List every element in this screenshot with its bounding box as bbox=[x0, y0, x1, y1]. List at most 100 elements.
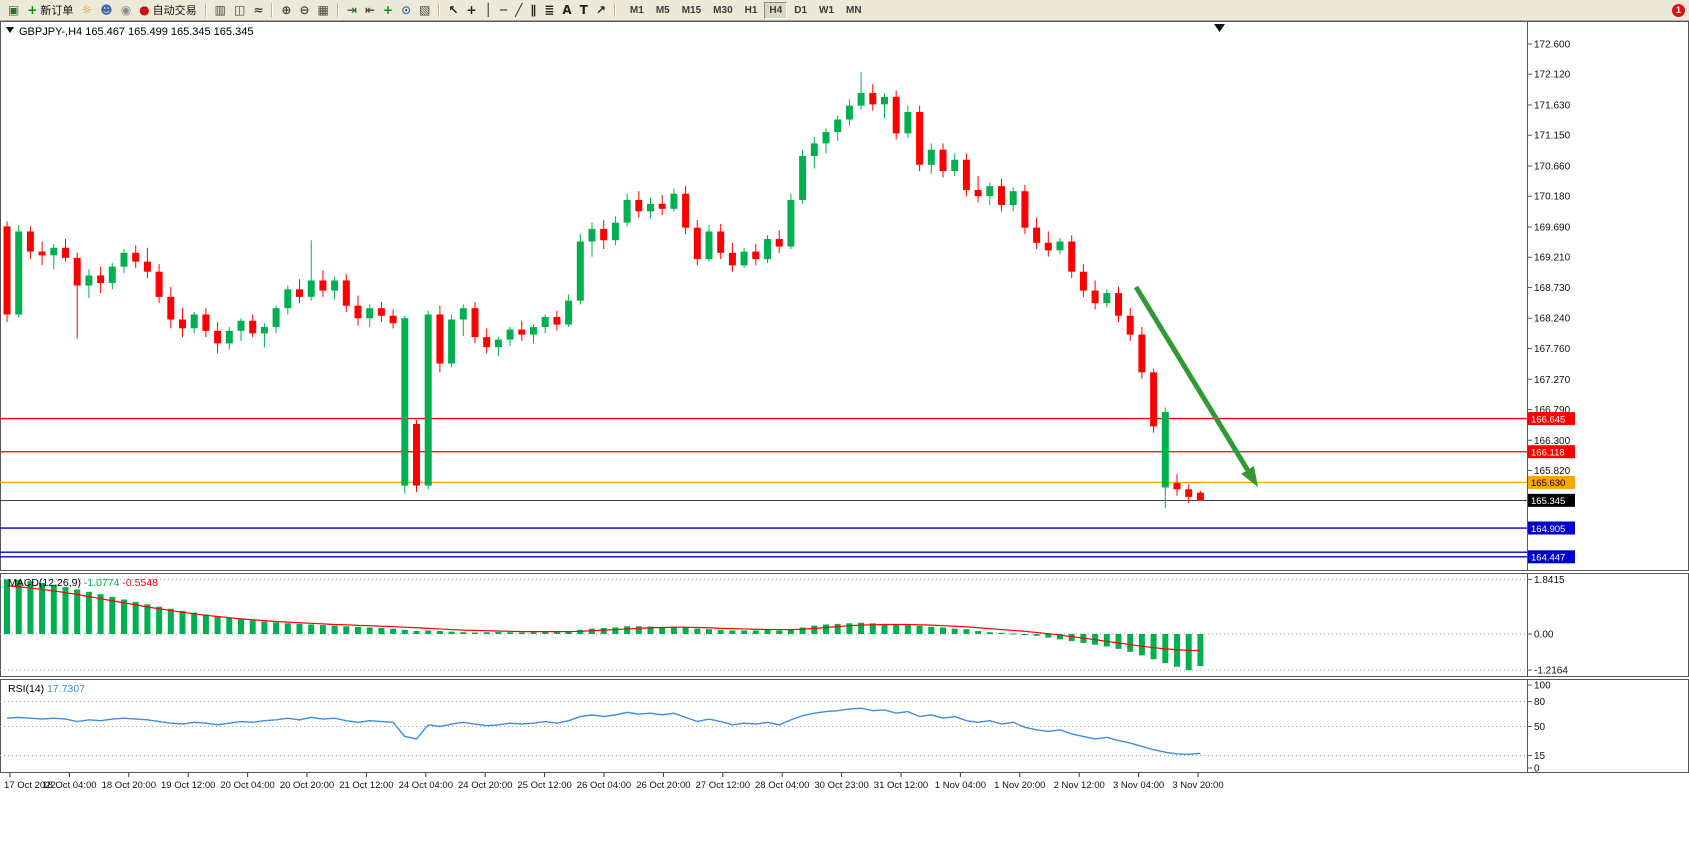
timeframe-w1-button[interactable]: W1 bbox=[819, 4, 835, 16]
templates-icon: ▧ bbox=[419, 3, 431, 17]
toolbar-separator bbox=[271, 3, 274, 17]
svg-text:164.905: 164.905 bbox=[1531, 524, 1565, 535]
cursor-button[interactable]: ↖ bbox=[444, 0, 462, 20]
new-order-button-label: 新订单 bbox=[40, 5, 74, 17]
svg-text:24 Oct 20:00: 24 Oct 20:00 bbox=[458, 780, 512, 791]
zoom-out-button[interactable]: ⊖ bbox=[295, 0, 313, 20]
chart-shift-button[interactable]: ⇤ bbox=[361, 0, 379, 20]
timeframe-m1-button[interactable]: M1 bbox=[629, 4, 644, 16]
text-button[interactable]: A bbox=[558, 0, 575, 20]
timeframe-switcher: M1 M5 M15 M30 H1 H4 D1 W1 MN bbox=[624, 1, 868, 19]
vertical-line-button[interactable]: │ bbox=[481, 0, 496, 20]
svg-text:30 Oct 23:00: 30 Oct 23:00 bbox=[814, 780, 868, 791]
fibonacci-button[interactable]: ≣ bbox=[540, 0, 558, 20]
signals-icon: ◉ bbox=[120, 3, 132, 17]
price-axis[interactable]: 172.600 172.120 171.630 171.150 170.660 170.1… bbox=[1527, 40, 1571, 477]
svg-text:3 Nov 20:00: 3 Nov 20:00 bbox=[1172, 780, 1223, 791]
svg-text:171.150: 171.150 bbox=[1534, 131, 1571, 142]
label-button[interactable]: T bbox=[576, 0, 592, 20]
expert-advisors-icon: ☼ bbox=[81, 3, 93, 17]
channel-button[interactable]: ∥ bbox=[526, 0, 540, 20]
timeframe-m30-button[interactable]: M30 bbox=[713, 4, 733, 16]
svg-text:28 Oct 04:00: 28 Oct 04:00 bbox=[755, 780, 809, 791]
rsi-levels: 100 80 50 15 0 bbox=[0, 681, 1551, 773]
zoom-out-icon: ⊖ bbox=[299, 3, 310, 17]
svg-text:27 Oct 12:00: 27 Oct 12:00 bbox=[696, 780, 750, 791]
timeframe-h4-button[interactable]: H4 bbox=[764, 1, 788, 19]
svg-text:1 Nov 20:00: 1 Nov 20:00 bbox=[994, 780, 1045, 791]
horizontal-line-button[interactable]: ─ bbox=[496, 0, 511, 20]
rsi-panel[interactable]: 100 80 50 15 0 RSI(14) 17.7307 bbox=[0, 679, 1689, 773]
symbol-dropdown-icon[interactable] bbox=[6, 27, 14, 33]
svg-text:171.630: 171.630 bbox=[1534, 101, 1571, 112]
horizontal-line-icon: ─ bbox=[499, 3, 508, 17]
auto-scroll-icon: ⇥ bbox=[346, 3, 357, 17]
macd-panel[interactable]: 1.8415 0.00 -1.2164 MACD(12,26,9) -1.0774 -… bbox=[0, 573, 1689, 677]
notification-badge[interactable]: 1 bbox=[1672, 3, 1685, 17]
svg-text:25 Oct 12:00: 25 Oct 12:00 bbox=[517, 780, 571, 791]
signals-button[interactable]: ◉ bbox=[117, 0, 135, 20]
svg-text:167.760: 167.760 bbox=[1534, 344, 1571, 355]
svg-text:20 Oct 20:00: 20 Oct 20:00 bbox=[280, 780, 334, 791]
line-chart-button[interactable]: ≈ bbox=[249, 0, 267, 20]
expert-advisors-button[interactable]: ☼ bbox=[77, 0, 96, 20]
svg-text:165.630: 165.630 bbox=[1531, 478, 1565, 489]
toolbar-separator bbox=[438, 3, 441, 17]
new-order-button[interactable]: + 新订单 bbox=[23, 0, 77, 20]
trendline-button[interactable]: ╱ bbox=[511, 0, 526, 20]
crosshair-button[interactable]: + bbox=[463, 0, 481, 20]
svg-text:20 Oct 04:00: 20 Oct 04:00 bbox=[220, 780, 274, 791]
vertical-line-icon: │ bbox=[484, 3, 492, 17]
bar-chart-button[interactable]: ▥ bbox=[211, 0, 230, 20]
autotrading-button[interactable]: ● 自动交易 bbox=[135, 0, 200, 20]
svg-text:2 Nov 12:00: 2 Nov 12:00 bbox=[1054, 780, 1105, 791]
rsi-line bbox=[6, 707, 1201, 756]
svg-text:166.300: 166.300 bbox=[1534, 436, 1571, 447]
periods-button[interactable]: ⊙ bbox=[397, 0, 415, 20]
horizontal-level-lines[interactable]: 166.645 166.118 165.630 165.345 164.905 164.4… bbox=[0, 412, 1575, 564]
new-chart-button[interactable]: ▣ bbox=[4, 0, 23, 20]
autotrading-button-label: 自动交易 bbox=[152, 5, 197, 17]
templates-button[interactable]: ▧ bbox=[415, 0, 434, 20]
svg-text:165.820: 165.820 bbox=[1534, 466, 1571, 477]
timeframe-h1-button[interactable]: H1 bbox=[744, 4, 758, 16]
auto-scroll-button[interactable]: ⇥ bbox=[343, 0, 361, 20]
label-icon: T bbox=[579, 3, 588, 17]
indicators-icon: + bbox=[383, 3, 394, 17]
market-button[interactable]: ☻ bbox=[96, 0, 117, 20]
trend-arrow-annotation[interactable] bbox=[1133, 285, 1258, 487]
indicators-button[interactable]: + bbox=[379, 0, 397, 20]
new-chart-icon: ▣ bbox=[8, 3, 20, 17]
arrows-tool-button[interactable]: ↗ bbox=[592, 0, 610, 20]
svg-text:168.730: 168.730 bbox=[1534, 283, 1571, 294]
timeframe-d1-button[interactable]: D1 bbox=[794, 4, 808, 16]
main-chart-panel[interactable]: 172.600 172.120 171.630 171.150 170.660 170.1… bbox=[0, 21, 1689, 571]
svg-text:1 Nov 04:00: 1 Nov 04:00 bbox=[935, 780, 986, 791]
svg-text:168.240: 168.240 bbox=[1534, 314, 1571, 325]
svg-text:3 Nov 04:00: 3 Nov 04:00 bbox=[1113, 780, 1164, 791]
svg-text:100: 100 bbox=[1534, 681, 1551, 692]
svg-text:166.645: 166.645 bbox=[1531, 414, 1565, 425]
tile-windows-button[interactable]: ▦ bbox=[314, 0, 333, 20]
svg-text:19 Oct 12:00: 19 Oct 12:00 bbox=[161, 780, 215, 791]
timeframe-mn-button[interactable]: MN bbox=[846, 4, 862, 16]
line-chart-icon: ≈ bbox=[253, 3, 264, 17]
timeframe-m5-button[interactable]: M5 bbox=[655, 4, 670, 16]
svg-text:18 Oct 20:00: 18 Oct 20:00 bbox=[102, 780, 156, 791]
timeframe-m15-button[interactable]: M15 bbox=[681, 4, 702, 16]
macd-signal-line bbox=[6, 585, 1201, 652]
toolbar-separator bbox=[204, 3, 207, 17]
time-marker-icon bbox=[1214, 24, 1225, 32]
svg-text:170.180: 170.180 bbox=[1534, 192, 1571, 203]
chart-title: GBPJPY-,H4 165.467 165.499 165.345 165.3… bbox=[19, 26, 253, 38]
svg-text:31 Oct 12:00: 31 Oct 12:00 bbox=[874, 780, 928, 791]
svg-text:0.00: 0.00 bbox=[1534, 630, 1554, 641]
zoom-in-icon: ⊕ bbox=[281, 3, 292, 17]
zoom-in-button[interactable]: ⊕ bbox=[277, 0, 295, 20]
svg-text:170.660: 170.660 bbox=[1534, 162, 1571, 173]
fibonacci-icon: ≣ bbox=[544, 3, 555, 17]
svg-text:165.345: 165.345 bbox=[1531, 496, 1565, 507]
candlestick-chart-button[interactable]: ◫ bbox=[230, 0, 249, 20]
